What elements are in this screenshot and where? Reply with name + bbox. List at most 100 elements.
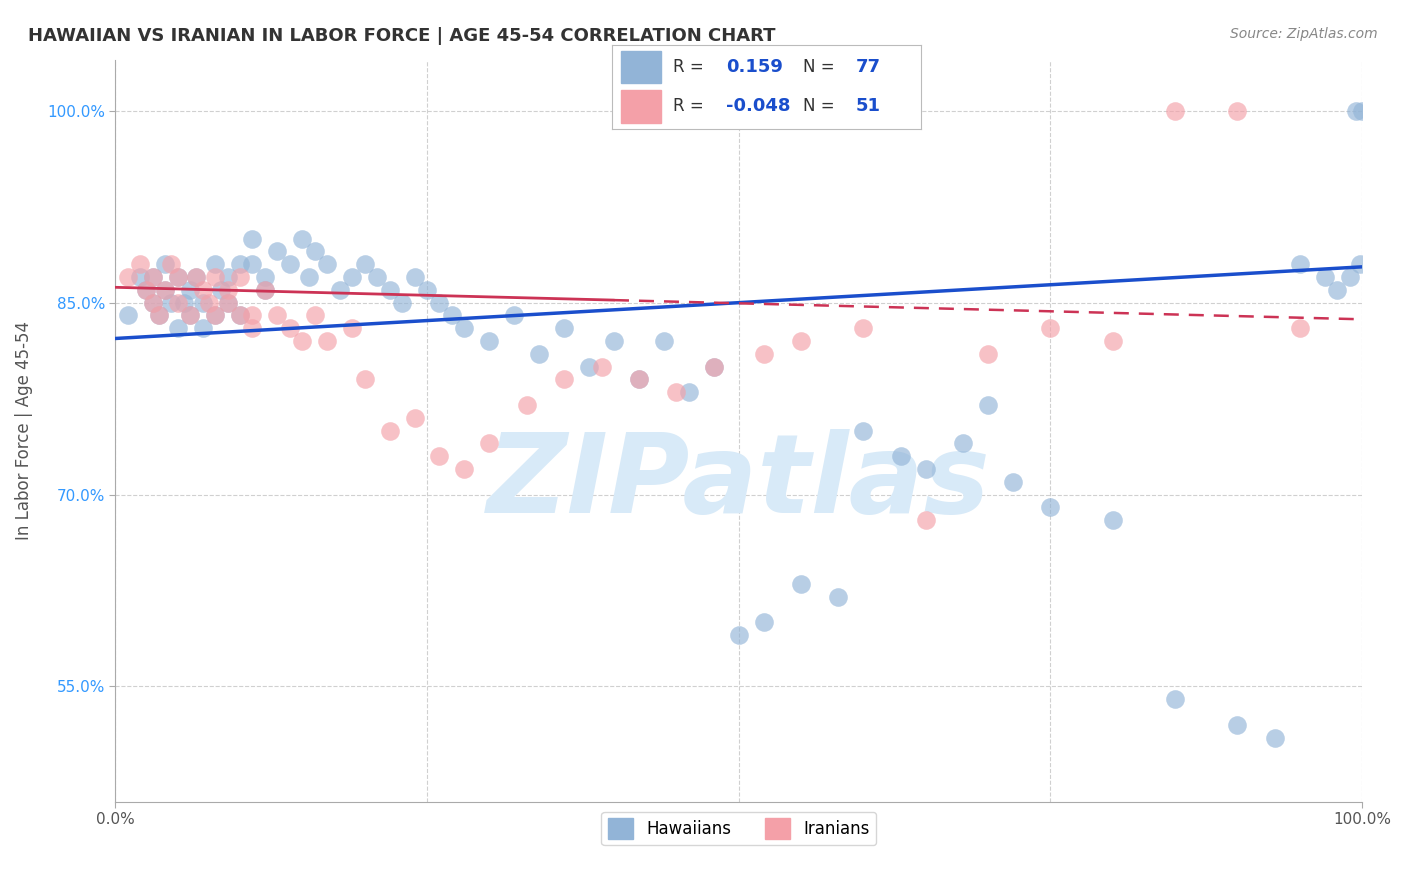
Point xyxy=(278,321,301,335)
Point xyxy=(329,283,352,297)
Point xyxy=(1288,257,1310,271)
Point xyxy=(527,347,550,361)
Point xyxy=(316,334,339,348)
Point xyxy=(266,244,288,259)
Point xyxy=(304,309,326,323)
Point xyxy=(603,334,626,348)
Point xyxy=(1039,500,1062,515)
Point xyxy=(977,398,1000,412)
Point xyxy=(173,295,195,310)
Point xyxy=(353,372,375,386)
Text: N =: N = xyxy=(803,58,841,76)
Point xyxy=(1101,334,1123,348)
Point xyxy=(135,283,157,297)
Point xyxy=(578,359,600,374)
Point xyxy=(217,295,239,310)
Point xyxy=(952,436,974,450)
Text: HAWAIIAN VS IRANIAN IN LABOR FORCE | AGE 45-54 CORRELATION CHART: HAWAIIAN VS IRANIAN IN LABOR FORCE | AGE… xyxy=(28,27,776,45)
Point xyxy=(204,270,226,285)
Point xyxy=(1313,270,1336,285)
Point xyxy=(166,295,188,310)
Bar xyxy=(621,90,661,122)
Point xyxy=(366,270,388,285)
Point xyxy=(353,257,375,271)
Point xyxy=(142,295,165,310)
Point xyxy=(316,257,339,271)
Point xyxy=(148,309,170,323)
Text: R =: R = xyxy=(673,97,710,115)
Point xyxy=(1226,103,1249,118)
Legend: Hawaiians, Iranians: Hawaiians, Iranians xyxy=(602,812,876,846)
Y-axis label: In Labor Force | Age 45-54: In Labor Force | Age 45-54 xyxy=(15,321,32,540)
Point xyxy=(1039,321,1062,335)
Point xyxy=(665,385,688,400)
Point xyxy=(727,628,749,642)
Point xyxy=(652,334,675,348)
Point xyxy=(129,270,152,285)
Point xyxy=(166,270,188,285)
Point xyxy=(1164,103,1187,118)
Point xyxy=(340,270,363,285)
Point xyxy=(1344,103,1367,118)
Point xyxy=(242,232,264,246)
Point xyxy=(186,270,208,285)
Point xyxy=(1288,321,1310,335)
Point xyxy=(191,295,214,310)
Point xyxy=(117,270,139,285)
Point xyxy=(429,449,451,463)
Point xyxy=(678,385,700,400)
Text: Source: ZipAtlas.com: Source: ZipAtlas.com xyxy=(1230,27,1378,41)
Point xyxy=(378,283,401,297)
Point xyxy=(291,232,314,246)
Point xyxy=(166,321,188,335)
Point xyxy=(217,270,239,285)
Point xyxy=(253,270,276,285)
Point xyxy=(852,321,875,335)
Point xyxy=(416,283,439,297)
Point xyxy=(204,309,226,323)
Point xyxy=(1226,718,1249,732)
Text: N =: N = xyxy=(803,97,841,115)
Point xyxy=(229,270,252,285)
Point xyxy=(453,321,475,335)
Point xyxy=(478,334,501,348)
Point xyxy=(553,372,575,386)
Point xyxy=(453,462,475,476)
Point xyxy=(148,309,170,323)
Point xyxy=(1326,283,1348,297)
Point xyxy=(852,424,875,438)
Point xyxy=(266,309,288,323)
Point xyxy=(191,283,214,297)
Point xyxy=(516,398,538,412)
Point xyxy=(160,257,183,271)
Point xyxy=(1164,692,1187,706)
Point xyxy=(977,347,1000,361)
Point xyxy=(291,334,314,348)
Point xyxy=(198,295,221,310)
Point xyxy=(135,283,157,297)
Point xyxy=(404,270,426,285)
Point xyxy=(229,309,252,323)
Point xyxy=(160,295,183,310)
Point xyxy=(253,283,276,297)
Point xyxy=(129,257,152,271)
Point xyxy=(153,283,176,297)
Point xyxy=(440,309,463,323)
Point xyxy=(1264,731,1286,745)
Point xyxy=(703,359,725,374)
Point xyxy=(242,321,264,335)
Point xyxy=(503,309,526,323)
Bar xyxy=(621,51,661,83)
Point xyxy=(1339,270,1361,285)
Point xyxy=(429,295,451,310)
Text: 77: 77 xyxy=(856,58,882,76)
Point xyxy=(229,257,252,271)
Point xyxy=(204,309,226,323)
Point xyxy=(142,295,165,310)
Point xyxy=(1351,103,1374,118)
Point xyxy=(278,257,301,271)
Text: 51: 51 xyxy=(856,97,882,115)
Point xyxy=(153,283,176,297)
Text: R =: R = xyxy=(673,58,710,76)
Point xyxy=(166,270,188,285)
